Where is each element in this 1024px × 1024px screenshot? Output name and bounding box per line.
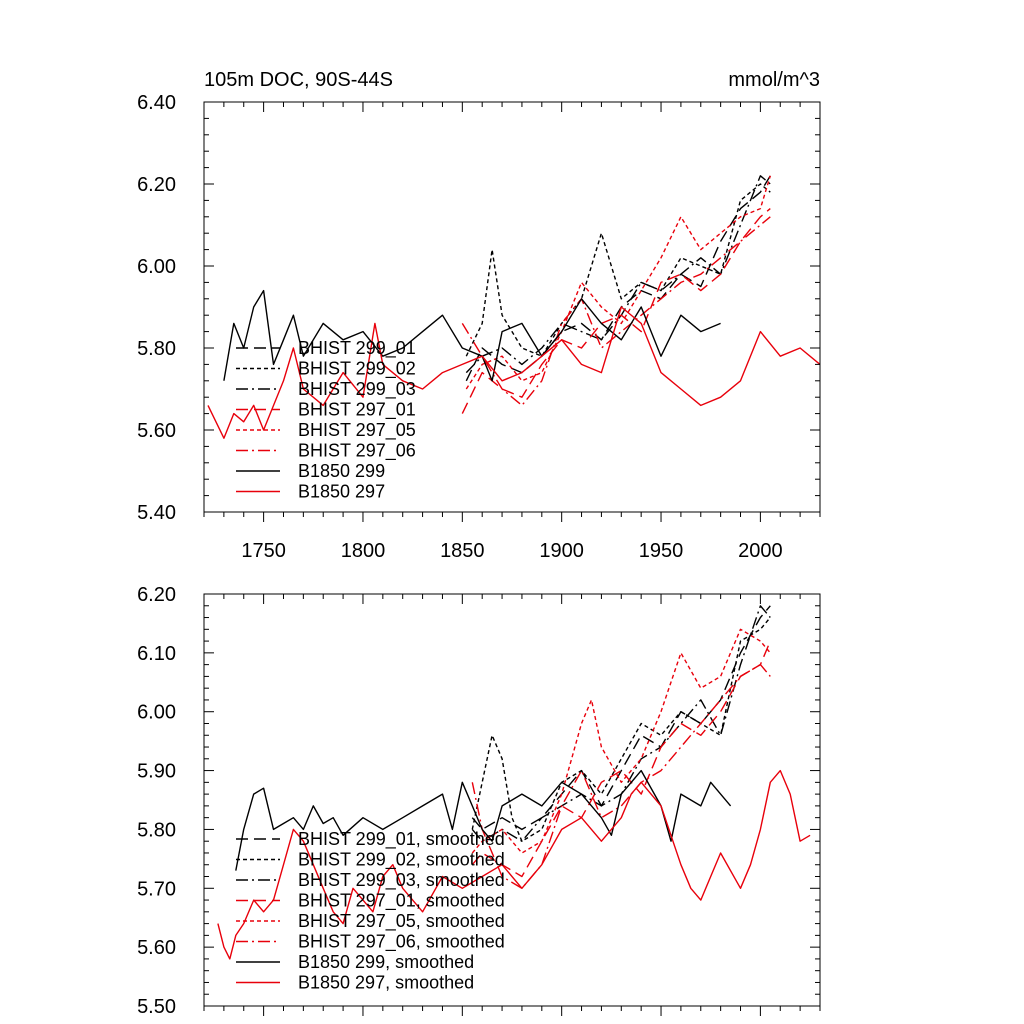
top-x-ticks: 1750 1800 1850 1900 1950 2000 <box>203 102 821 562</box>
series-line-bhist-297-05 <box>465 175 771 390</box>
units-label: mmol/m^3 <box>728 69 820 91</box>
series-line-bhist-297-01 <box>461 208 771 414</box>
top-y-ticks: 5.40 5.60 5.80 6.00 6.20 6.40 <box>137 92 820 524</box>
y-tick-label: 5.90 <box>137 761 176 783</box>
top-series-group <box>207 175 821 439</box>
legend-label: BHIST 297_01, smoothed <box>298 891 505 912</box>
series-line-bhist-297-01-smoothed <box>471 640 771 878</box>
legend-label: B1850 297, smoothed <box>298 973 474 993</box>
series-line-bhist-297-06 <box>461 216 771 407</box>
bottom-series-group <box>217 605 811 960</box>
legend-label: BHIST 297_06, smoothed <box>298 932 505 953</box>
y-tick-label: 6.10 <box>137 643 176 665</box>
series-line-bhist-299-02-smoothed <box>471 617 771 842</box>
legend-label: BHIST 297_06 <box>298 441 416 462</box>
y-tick-label: 6.20 <box>137 174 176 196</box>
series-line-b1850-299-smoothed <box>235 769 732 871</box>
bottom-panel: 5.50 5.60 5.70 5.80 5.90 6.00 6.10 6.20 BHIST 2… <box>137 584 821 1018</box>
series-line-b1850-297-smoothed <box>217 769 811 960</box>
x-tick-label: 1950 <box>639 540 684 562</box>
x-tick-label: 2000 <box>738 540 783 562</box>
x-tick-label: 1800 <box>341 540 386 562</box>
legend-label: BHIST 299_02, smoothed <box>298 850 505 871</box>
y-tick-label: 5.80 <box>137 819 176 841</box>
x-tick-label: 1900 <box>539 540 584 562</box>
bottom-y-ticks: 5.50 5.60 5.70 5.80 5.90 6.00 6.10 6.20 <box>137 584 820 1018</box>
bottom-x-ticks <box>203 594 821 1016</box>
legend-label: BHIST 299_03, smoothed <box>298 870 505 891</box>
y-tick-label: 5.60 <box>137 420 176 442</box>
y-tick-label: 6.20 <box>137 584 176 606</box>
y-tick-label: 6.40 <box>137 92 176 114</box>
series-line-b1850-297 <box>207 306 821 439</box>
legend-label: BHIST 299_02 <box>298 359 416 380</box>
legend-label: BHIST 297_01 <box>298 400 416 421</box>
legend-label: BHIST 297_05 <box>298 420 416 441</box>
series-line-bhist-299-01-smoothed <box>471 605 771 831</box>
x-tick-label: 1750 <box>241 540 286 562</box>
series-line-bhist-297-06-smoothed <box>471 663 771 889</box>
top-plot-frame <box>203 101 821 513</box>
legend-label: B1850 299, smoothed <box>298 952 474 972</box>
chart-title: 105m DOC, 90S-44S <box>204 69 393 91</box>
series-line-bhist-297-05-smoothed <box>471 628 771 854</box>
y-tick-label: 5.70 <box>137 878 176 900</box>
y-tick-label: 6.00 <box>137 256 176 278</box>
y-tick-label: 5.80 <box>137 338 176 360</box>
y-tick-label: 5.60 <box>137 937 176 959</box>
bottom-plot-frame <box>203 593 821 1007</box>
legend-label: BHIST 297_05, smoothed <box>298 911 505 932</box>
series-line-bhist-299-01 <box>465 175 771 382</box>
series-line-bhist-299-03 <box>465 175 771 374</box>
legend-label: BHIST 299_01, smoothed <box>298 829 505 850</box>
y-tick-label: 5.50 <box>137 996 176 1018</box>
y-tick-label: 5.40 <box>137 502 176 524</box>
x-tick-label: 1850 <box>440 540 485 562</box>
legend-label: BHIST 299_03 <box>298 379 416 400</box>
series-line-bhist-299-02 <box>465 183 771 357</box>
legend-label: B1850 299 <box>298 461 385 481</box>
legend-label: BHIST 299_01 <box>298 338 416 359</box>
series-line-b1850-299 <box>223 289 721 382</box>
top-panel: 105m DOC, 90S-44S mmol/m^3 5.40 5.60 5.80 6… <box>137 69 821 562</box>
y-tick-label: 6.00 <box>137 702 176 724</box>
legend-label: B1850 297 <box>298 482 385 502</box>
